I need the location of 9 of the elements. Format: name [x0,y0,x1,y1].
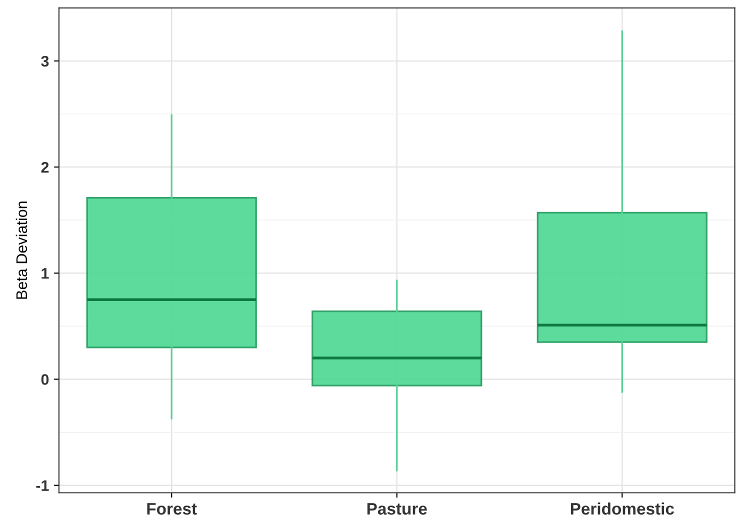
x-tick-label: Forest [147,503,197,515]
y-tick-label: 2 [41,162,49,173]
y-tick-label: 3 [41,56,49,67]
x-tick-label: Peridomestic [570,502,674,515]
y-tick-label: -1 [36,480,49,491]
y-tick-label: 1 [42,268,49,279]
y-tick-label: 0 [41,374,49,385]
y-axis-title: Beta Deviation [16,202,28,299]
x-tick-label: Pasture [367,503,427,515]
